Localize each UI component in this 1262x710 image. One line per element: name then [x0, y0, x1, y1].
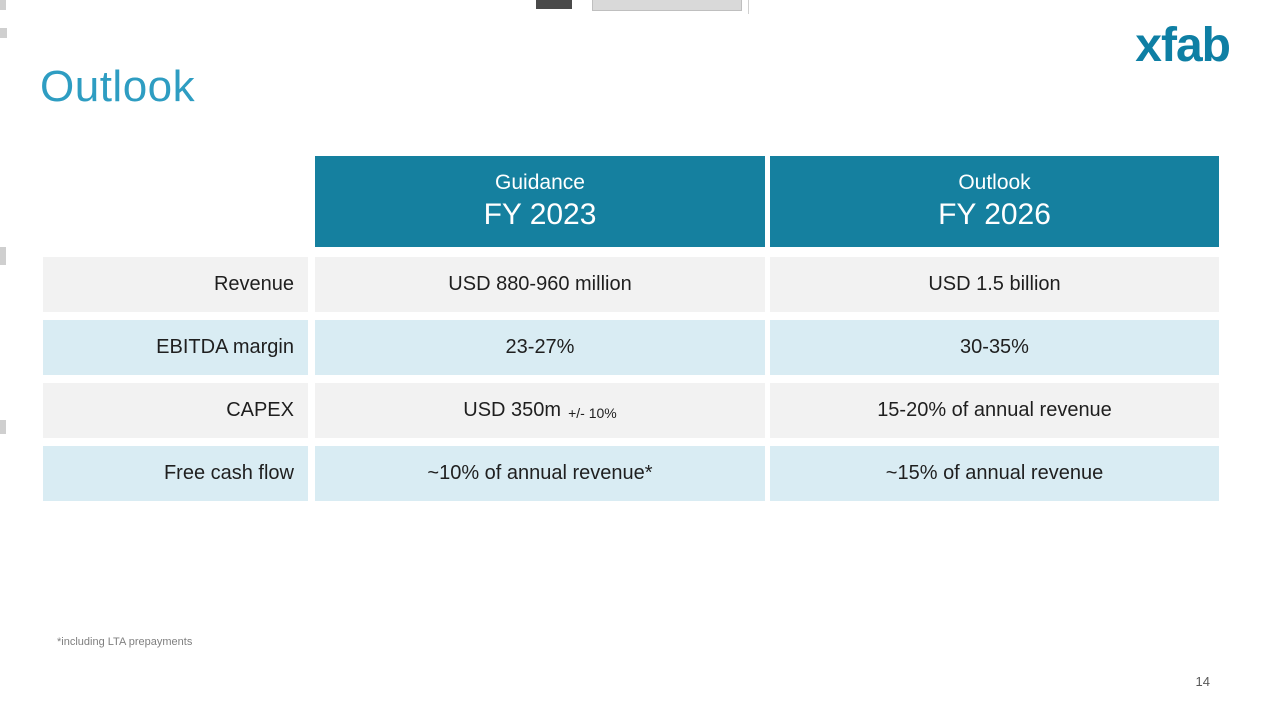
row-label: Free cash flow — [43, 446, 308, 501]
header-line-top: Outlook — [958, 171, 1031, 194]
edge-artifact — [0, 28, 7, 38]
header-line-top: Guidance — [495, 171, 585, 194]
divider — [748, 0, 749, 14]
row-value-fy2023: 23-27% — [315, 320, 765, 375]
edge-artifact — [0, 0, 6, 10]
table-header-guidance-fy2023: Guidance FY 2023 — [315, 156, 765, 247]
row-value-fy2023: USD 350m +/- 10% — [315, 383, 765, 438]
table-header-outlook-fy2026: Outlook FY 2026 — [770, 156, 1219, 247]
edge-artifact — [0, 420, 6, 434]
row-value-fy2023: USD 880-960 million — [315, 257, 765, 312]
capex-value-suffix: +/- 10% — [568, 404, 617, 421]
xfab-logo: xfab — [1135, 19, 1231, 72]
row-value-fy2026: USD 1.5 billion — [770, 257, 1219, 312]
header-line-bottom: FY 2026 — [938, 198, 1051, 231]
capex-value-main: USD 350m — [463, 399, 562, 421]
edge-artifact — [0, 247, 6, 265]
row-value-fy2026: ~15% of annual revenue — [770, 446, 1219, 501]
row-label: EBITDA margin — [43, 320, 308, 375]
row-value-fy2023: ~10% of annual revenue* — [315, 446, 765, 501]
row-value-fy2026: 30-35% — [770, 320, 1219, 375]
scrollbar-thumb[interactable] — [592, 0, 742, 11]
row-label: Revenue — [43, 257, 308, 312]
page-title: Outlook — [40, 62, 196, 111]
row-label: CAPEX — [43, 383, 308, 438]
footnote: *including LTA prepayments — [57, 636, 193, 648]
page-number: 14 — [1195, 674, 1210, 689]
toolbar-fragment — [536, 0, 572, 9]
header-line-bottom: FY 2023 — [483, 198, 597, 231]
row-value-fy2026: 15-20% of annual revenue — [770, 383, 1219, 438]
